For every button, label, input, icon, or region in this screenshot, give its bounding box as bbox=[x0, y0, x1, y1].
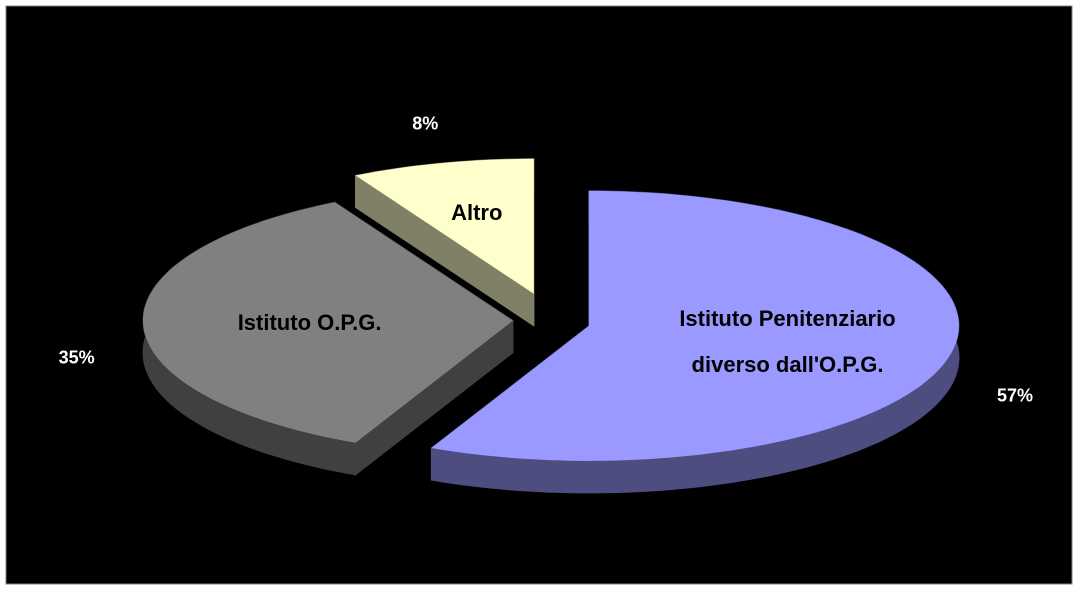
slice-label: Istituto Penitenziario diverso dall'O.P.… bbox=[679, 306, 896, 378]
slice-label: Istituto O.P.G. bbox=[237, 309, 382, 335]
slice-label: Altro bbox=[451, 199, 503, 225]
value-label: 8% bbox=[412, 113, 439, 134]
value-label: 57% bbox=[996, 385, 1034, 406]
pie-slice bbox=[431, 190, 959, 461]
value-label: 35% bbox=[58, 347, 95, 368]
pie-slice bbox=[355, 158, 534, 294]
chart-title: Fig. 11 - Istituto dell' Amm. P. per il … bbox=[43, 26, 851, 78]
pie-slice bbox=[143, 202, 513, 443]
